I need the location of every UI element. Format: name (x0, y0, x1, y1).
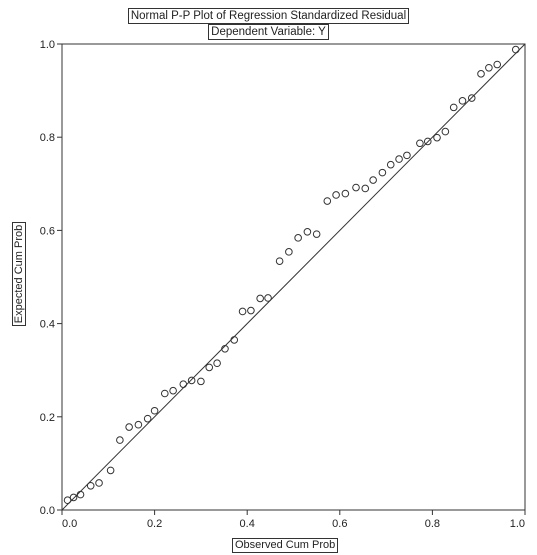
y-tick-label: 0.0 (40, 505, 55, 517)
y-tick-label: 0.2 (40, 412, 55, 424)
data-point (433, 133, 441, 142)
reference-line (61, 43, 526, 511)
data-point (179, 380, 188, 388)
y-axis-label-wrap: Expected Cum Prob (12, 219, 26, 329)
data-point (378, 168, 387, 177)
data-point (86, 481, 95, 490)
chart-title-box: Normal P-P Plot of Regression Standardiz… (102, 8, 435, 40)
data-point (213, 359, 221, 368)
data-point (134, 420, 143, 429)
data-point (493, 60, 502, 69)
y-tick-label: 0.6 (40, 225, 55, 237)
data-point (197, 377, 205, 386)
data-point (423, 137, 432, 146)
y-axis-label: Expected Cum Prob (12, 221, 26, 327)
plot-frame (61, 43, 526, 511)
data-point (485, 63, 493, 72)
data-point (312, 230, 321, 238)
data-point (361, 184, 370, 193)
data-point (230, 336, 239, 344)
x-tick-label: 1.0 (510, 518, 525, 530)
data-point (477, 70, 485, 78)
data-point (125, 423, 133, 431)
data-point (264, 294, 272, 302)
data-point (187, 376, 196, 385)
x-tick-label: 0.6 (332, 518, 347, 530)
data-point (143, 414, 152, 423)
data-point (386, 160, 395, 169)
data-point (332, 191, 340, 199)
x-tick-label: 0.8 (425, 518, 440, 530)
data-point (247, 306, 255, 315)
data-point (323, 197, 332, 205)
data-point (106, 466, 115, 475)
data-point (275, 257, 284, 265)
y-tick-label: 1.0 (40, 39, 55, 51)
data-point (458, 97, 467, 105)
y-tick-label: 0.4 (40, 319, 55, 331)
data-point (69, 493, 78, 502)
data-point (95, 479, 103, 487)
x-tick-label: 0.0 (62, 518, 77, 530)
data-point (150, 406, 159, 415)
data-point (63, 496, 72, 505)
x-tick-label: 0.2 (147, 518, 162, 530)
y-tick-label: 0.8 (40, 132, 55, 144)
data-point (511, 45, 520, 54)
data-point (395, 155, 403, 163)
data-point (352, 183, 360, 192)
data-point (369, 176, 377, 184)
data-point (238, 307, 247, 316)
data-point (467, 94, 476, 102)
data-point (76, 490, 85, 499)
x-axis-label: Observed Cum Prob (232, 538, 339, 553)
data-point (403, 151, 411, 160)
data-point (116, 436, 124, 444)
data-point (449, 103, 458, 112)
data-point (341, 189, 350, 198)
data-point (160, 389, 169, 398)
chart-subtitle: Dependent Variable: Y (208, 24, 329, 40)
x-tick-label: 0.4 (240, 518, 255, 530)
data-point (169, 386, 177, 395)
data-point (294, 234, 302, 242)
data-point (285, 248, 293, 256)
data-point (441, 127, 450, 136)
data-point (221, 344, 229, 353)
data-point (303, 227, 312, 236)
data-point (256, 294, 264, 303)
data-point (416, 139, 424, 148)
data-point (205, 363, 214, 372)
